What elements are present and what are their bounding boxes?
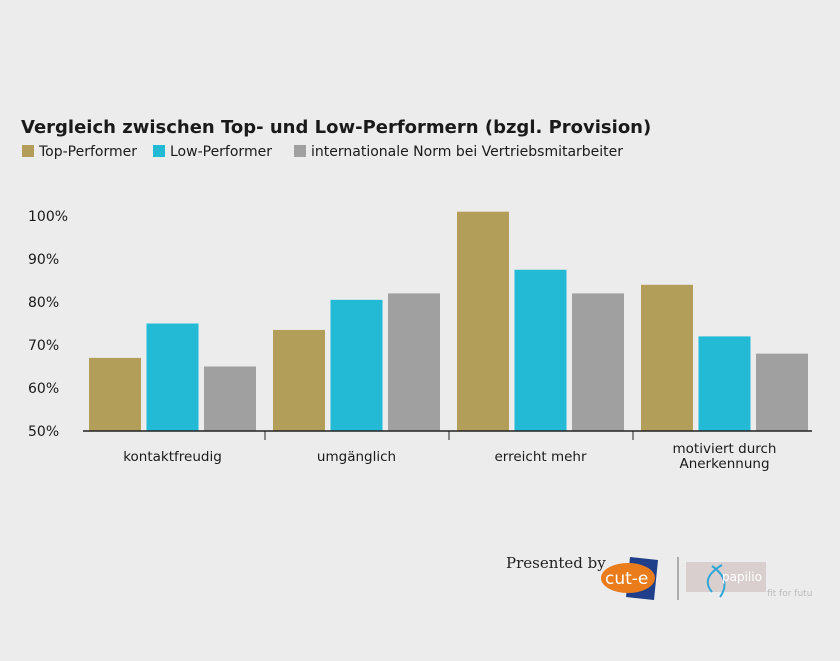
bar	[572, 293, 624, 431]
cut-e-logo: cut-e	[601, 557, 658, 600]
bar	[756, 353, 808, 431]
y-tick-label: 90%	[28, 252, 59, 268]
bar	[89, 357, 141, 431]
bar	[514, 269, 567, 431]
x-category-label: Anerkennung	[679, 456, 769, 472]
bars	[89, 211, 808, 431]
y-tick-label: 50%	[28, 424, 59, 440]
x-category-label: umgänglich	[317, 449, 396, 465]
papilio-tagline: fit for futu	[767, 589, 812, 599]
bar	[641, 284, 693, 431]
x-category-label: kontaktfreudig	[123, 449, 222, 465]
bar	[273, 329, 325, 431]
bar	[204, 366, 256, 431]
legend: Top-Performer Low-Performer internationale…	[22, 144, 623, 160]
y-tick-label: 70%	[28, 338, 59, 354]
chart-title: Vergleich zwischen Top- und Low-Performe…	[21, 117, 651, 138]
bar	[457, 211, 509, 431]
x-category-label: erreicht mehr	[494, 449, 587, 465]
papilio-logo: papilio fit for futu	[686, 562, 812, 599]
bar	[388, 293, 440, 431]
cut-e-logo-text: cut-e	[605, 569, 648, 589]
y-axis: 50% 60% 70% 80% 90% 100%	[28, 209, 68, 440]
y-tick-label: 100%	[28, 209, 68, 225]
bar	[146, 323, 199, 431]
presented-by-text: Presented by	[506, 554, 606, 572]
bar	[698, 336, 751, 431]
legend-label: Low-Performer	[170, 144, 272, 160]
legend-label: Top-Performer	[38, 144, 137, 160]
y-tick-label: 80%	[28, 295, 59, 311]
papilio-logo-text: papilio	[722, 570, 762, 584]
y-tick-label: 60%	[28, 381, 59, 397]
x-category-label: motiviert durch	[673, 441, 777, 457]
footer-logos: Presented by cut-e papilio fit for futu	[506, 554, 812, 600]
legend-swatch	[294, 145, 306, 157]
legend-label: internationale Norm bei Vertriebsmitarbe…	[311, 144, 623, 160]
legend-swatch	[22, 145, 34, 157]
legend-swatch	[153, 145, 165, 157]
x-axis: kontaktfreudig umgänglich erreicht mehr mot…	[83, 430, 812, 472]
bar	[330, 299, 383, 431]
